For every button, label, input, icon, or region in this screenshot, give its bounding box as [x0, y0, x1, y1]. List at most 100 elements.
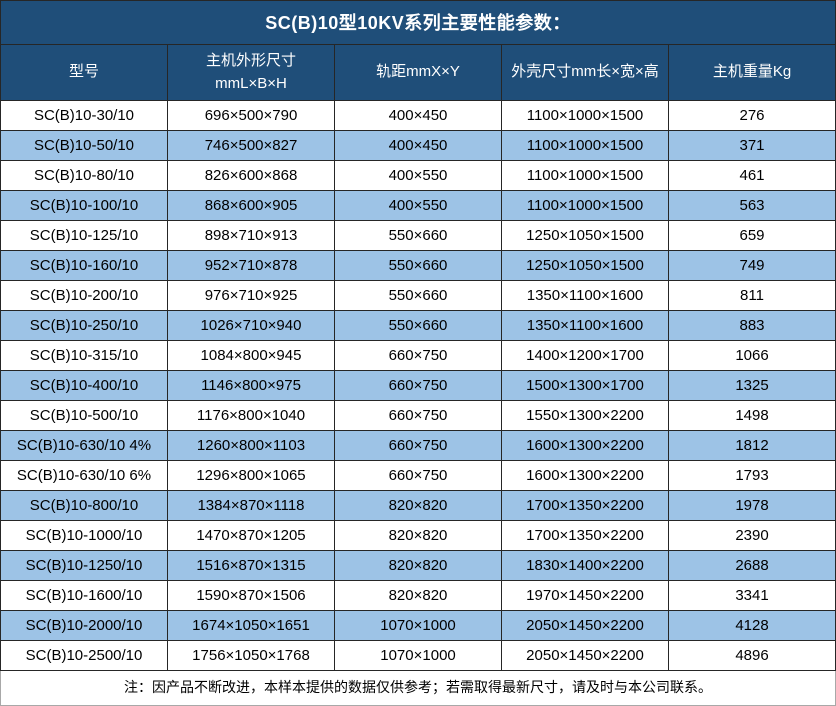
table-cell: 1674×1050×1651 — [167, 610, 335, 641]
table-cell: SC(B)10-30/10 — [0, 100, 168, 131]
table-cell: 659 — [668, 220, 836, 251]
table-cell: 1978 — [668, 490, 836, 521]
table-cell: SC(B)10-315/10 — [0, 340, 168, 371]
table-row: SC(B)10-160/10 952×710×878 550×660 1250×105… — [0, 250, 836, 281]
table-cell: 1070×1000 — [334, 640, 502, 671]
table-cell: 749 — [668, 250, 836, 281]
table-row: SC(B)10-1250/10 1516×870×1315 820×820 1830×… — [0, 550, 836, 581]
table-cell: 563 — [668, 190, 836, 221]
table-cell: 1500×1300×1700 — [501, 370, 669, 401]
table-cell: 868×600×905 — [167, 190, 335, 221]
table-cell: 2688 — [668, 550, 836, 581]
table-cell: 1756×1050×1768 — [167, 640, 335, 671]
table-row: SC(B)10-200/10 976×710×925 550×660 1350×110… — [0, 280, 836, 311]
table-cell: SC(B)10-500/10 — [0, 400, 168, 431]
table-cell: 1100×1000×1500 — [501, 160, 669, 191]
table-cell: 1812 — [668, 430, 836, 461]
table-cell: 1100×1000×1500 — [501, 100, 669, 131]
table-cell: 898×710×913 — [167, 220, 335, 251]
table-cell: 660×750 — [334, 460, 502, 491]
table-cell: 952×710×878 — [167, 250, 335, 281]
table-cell: SC(B)10-125/10 — [0, 220, 168, 251]
table-cell: 660×750 — [334, 370, 502, 401]
table-cell: 4128 — [668, 610, 836, 641]
table-cell: 550×660 — [334, 220, 502, 251]
table-cell: 660×750 — [334, 400, 502, 431]
table-cell: 826×600×868 — [167, 160, 335, 191]
table-cell: 1498 — [668, 400, 836, 431]
table-cell: 400×450 — [334, 100, 502, 131]
table-row: SC(B)10-80/10 826×600×868 400×550 1100×1000… — [0, 160, 836, 191]
table-row: SC(B)10-50/10 746×500×827 400×450 1100×1000… — [0, 130, 836, 161]
table-cell: 820×820 — [334, 490, 502, 521]
table-cell: 1350×1100×1600 — [501, 280, 669, 311]
table-cell: 1176×800×1040 — [167, 400, 335, 431]
table-cell: SC(B)10-250/10 — [0, 310, 168, 341]
table-cell: 2050×1450×2200 — [501, 640, 669, 671]
table-row: SC(B)10-1000/10 1470×870×1205 820×820 1700×… — [0, 520, 836, 551]
table-cell: SC(B)10-1600/10 — [0, 580, 168, 611]
table-cell: 1793 — [668, 460, 836, 491]
table-cell: 1600×1300×2200 — [501, 460, 669, 491]
table-cell: 400×450 — [334, 130, 502, 161]
spec-table: 型号 主机外形尺寸 mmL×B×H 轨距mmX×Y 外壳尺寸mm长×宽×高 主机… — [0, 44, 836, 671]
table-cell: 696×500×790 — [167, 100, 335, 131]
table-cell: 371 — [668, 130, 836, 161]
table-cell: SC(B)10-100/10 — [0, 190, 168, 221]
table-cell: 820×820 — [334, 580, 502, 611]
table-cell: SC(B)10-630/10 6% — [0, 460, 168, 491]
table-row: SC(B)10-2000/10 1674×1050×1651 1070×1000 20… — [0, 610, 836, 641]
table-cell: 461 — [668, 160, 836, 191]
table-cell: 1084×800×945 — [167, 340, 335, 371]
table-cell: 4896 — [668, 640, 836, 671]
table-cell: SC(B)10-1250/10 — [0, 550, 168, 581]
table-cell: 550×660 — [334, 310, 502, 341]
table-row: SC(B)10-800/10 1384×870×1118 820×820 1700×1… — [0, 490, 836, 521]
table-row: SC(B)10-630/10 4% 1260×800×1103 660×750 160… — [0, 430, 836, 461]
table-cell: 1700×1350×2200 — [501, 520, 669, 551]
table-cell: 660×750 — [334, 340, 502, 371]
table-body: SC(B)10-30/10 696×500×790 400×450 1100×1000… — [0, 100, 836, 671]
table-row: SC(B)10-125/10 898×710×913 550×660 1250×105… — [0, 220, 836, 251]
table-cell: 1260×800×1103 — [167, 430, 335, 461]
table-cell: 1296×800×1065 — [167, 460, 335, 491]
table-cell: 3341 — [668, 580, 836, 611]
table-cell: 1400×1200×1700 — [501, 340, 669, 371]
col-header-host-weight: 主机重量Kg — [668, 44, 836, 101]
table-cell: 660×750 — [334, 430, 502, 461]
table-cell: SC(B)10-800/10 — [0, 490, 168, 521]
table-row: SC(B)10-315/10 1084×800×945 660×750 1400×12… — [0, 340, 836, 371]
table-cell: SC(B)10-50/10 — [0, 130, 168, 161]
table-cell: 400×550 — [334, 190, 502, 221]
table-cell: 1070×1000 — [334, 610, 502, 641]
table-cell: 1384×870×1118 — [167, 490, 335, 521]
table-cell: 1550×1300×2200 — [501, 400, 669, 431]
table-row: SC(B)10-1600/10 1590×870×1506 820×820 1970×… — [0, 580, 836, 611]
table-cell: 276 — [668, 100, 836, 131]
table-cell: SC(B)10-160/10 — [0, 250, 168, 281]
table-cell: 1066 — [668, 340, 836, 371]
table-cell: 550×660 — [334, 250, 502, 281]
col-header-track-gauge: 轨距mmX×Y — [334, 44, 502, 101]
table-cell: 1970×1450×2200 — [501, 580, 669, 611]
table-cell: 2390 — [668, 520, 836, 551]
table-cell: 550×660 — [334, 280, 502, 311]
table-cell: 883 — [668, 310, 836, 341]
table-cell: 1325 — [668, 370, 836, 401]
table-row: SC(B)10-630/10 6% 1296×800×1065 660×750 160… — [0, 460, 836, 491]
table-cell: 1250×1050×1500 — [501, 250, 669, 281]
table-cell: 1026×710×940 — [167, 310, 335, 341]
header-row: 型号 主机外形尺寸 mmL×B×H 轨距mmX×Y 外壳尺寸mm长×宽×高 主机… — [0, 44, 836, 101]
col-header-host-dims: 主机外形尺寸 mmL×B×H — [167, 44, 335, 101]
table-cell: 1100×1000×1500 — [501, 130, 669, 161]
table-cell: 1350×1100×1600 — [501, 310, 669, 341]
table-cell: 976×710×925 — [167, 280, 335, 311]
table-row: SC(B)10-30/10 696×500×790 400×450 1100×1000… — [0, 100, 836, 131]
table-cell: SC(B)10-400/10 — [0, 370, 168, 401]
table-cell: 1470×870×1205 — [167, 520, 335, 551]
table-cell: SC(B)10-2500/10 — [0, 640, 168, 671]
table-cell: 820×820 — [334, 550, 502, 581]
table-cell: SC(B)10-80/10 — [0, 160, 168, 191]
table-cell: 811 — [668, 280, 836, 311]
table-row: SC(B)10-100/10 868×600×905 400×550 1100×100… — [0, 190, 836, 221]
